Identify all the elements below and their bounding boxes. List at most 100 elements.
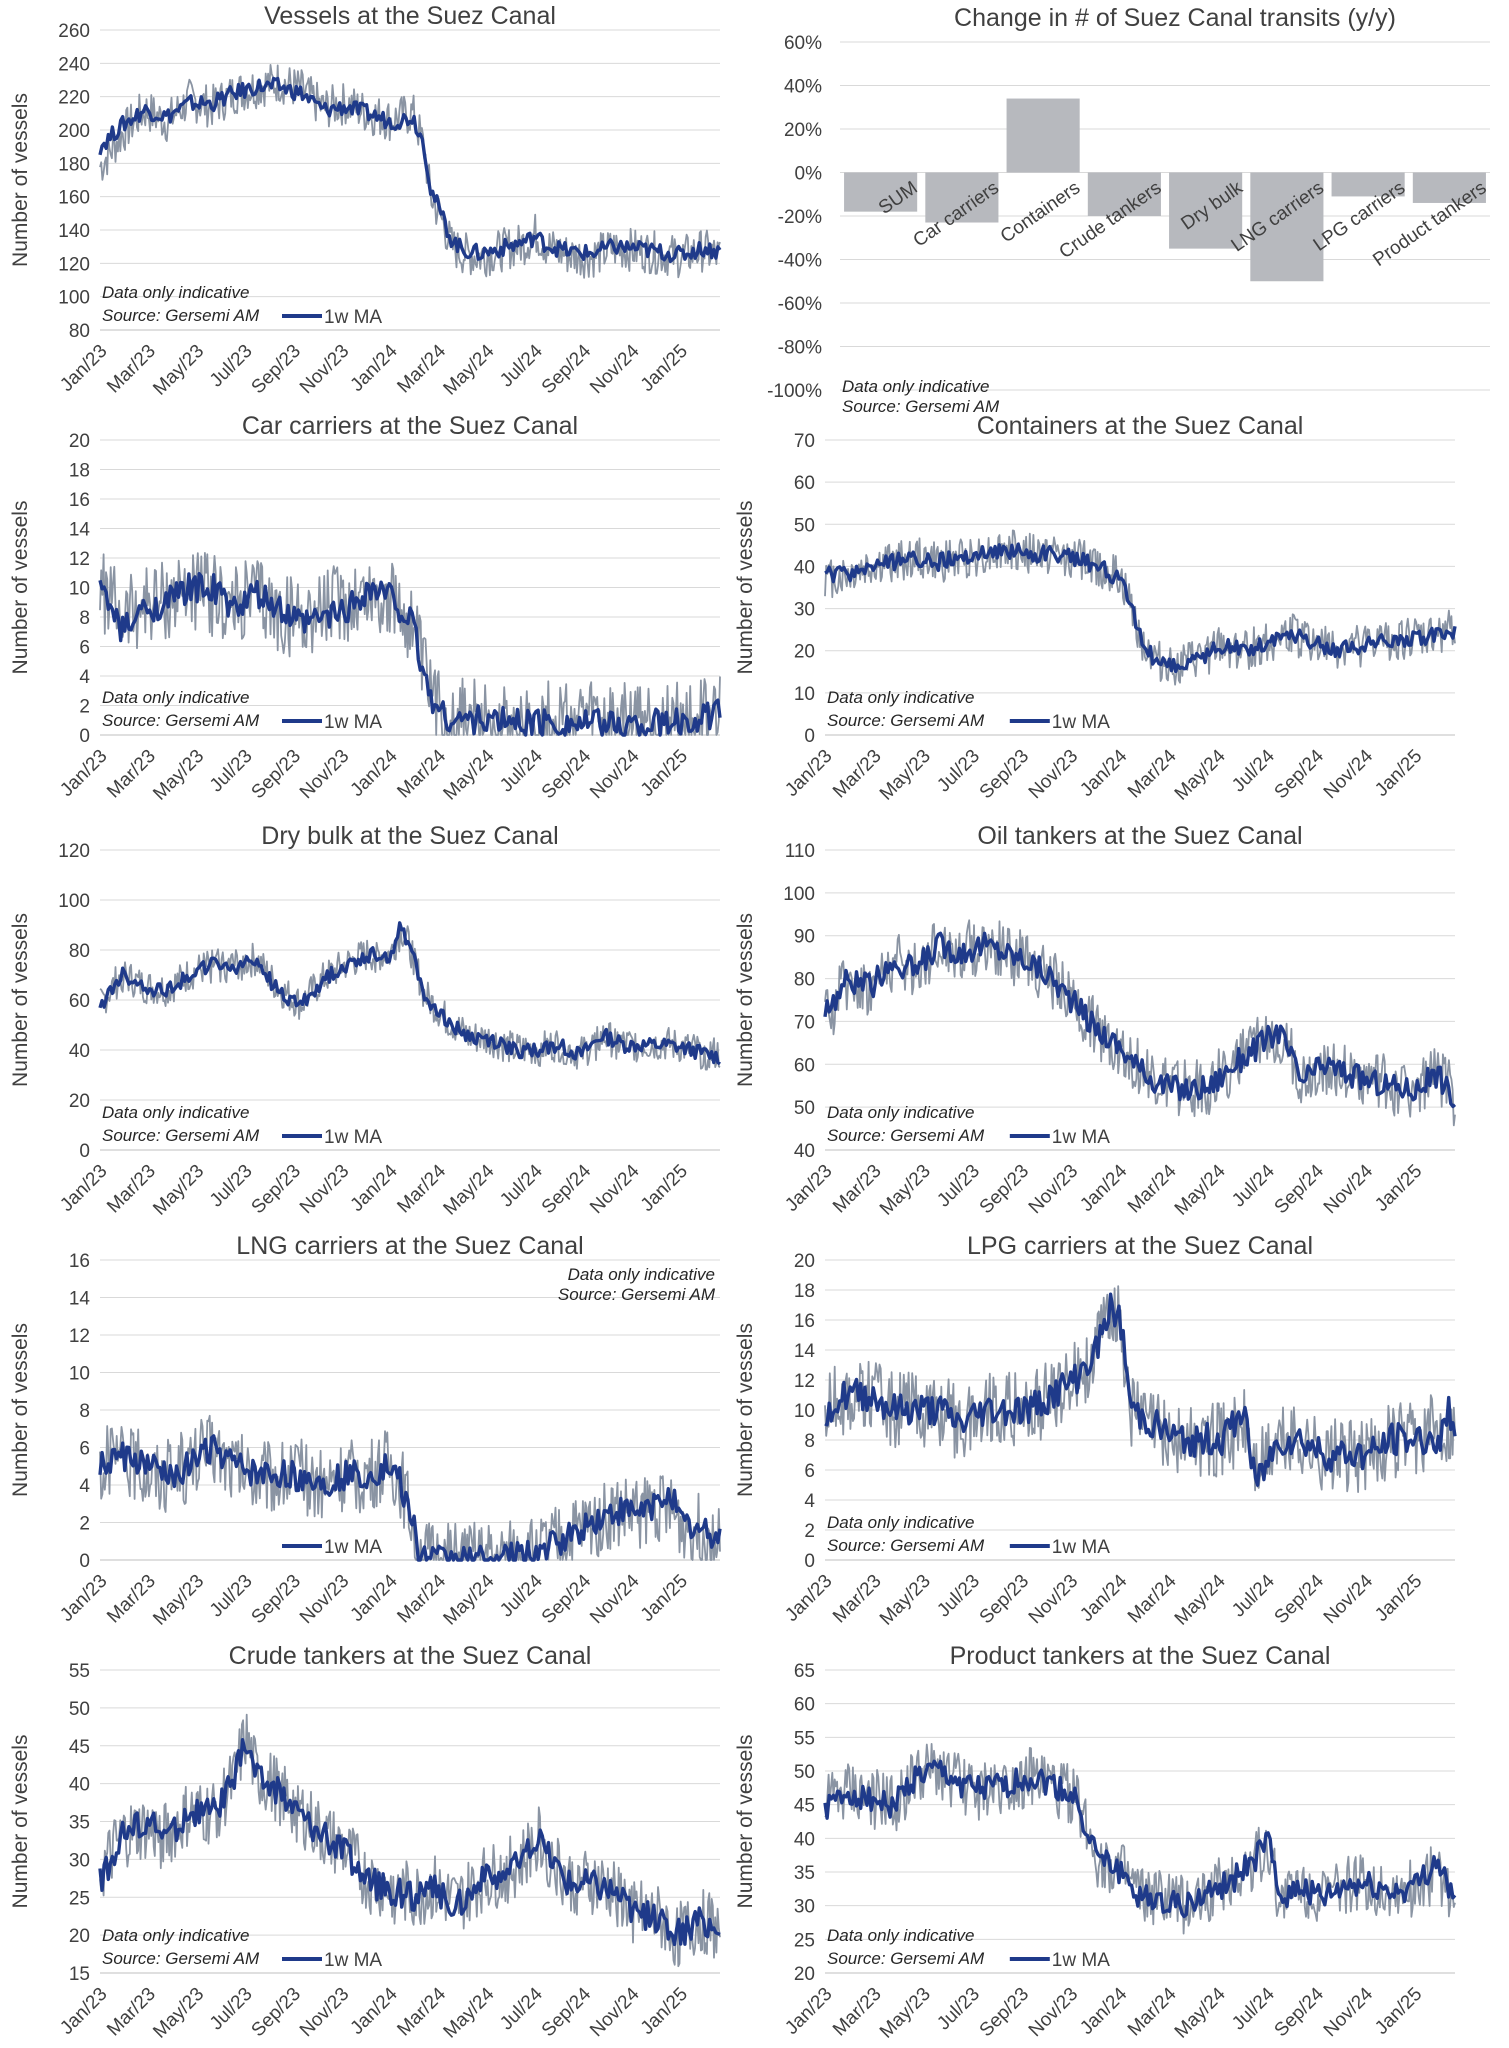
x-tick-label: May/23 <box>149 1161 208 1220</box>
series-line-daily <box>824 529 1456 686</box>
series-line-daily <box>824 1285 1456 1493</box>
x-tick-label: Mar/24 <box>1124 1983 1181 2040</box>
x-tick-label: Nov/23 <box>1025 746 1082 803</box>
y-tick-label: 70 <box>794 431 815 452</box>
legend-label: 1w MA <box>324 307 382 328</box>
y-tick-label: 4 <box>79 667 90 688</box>
x-tick-label: Mar/23 <box>829 746 886 803</box>
series-line-1w-ma <box>823 1759 1457 1919</box>
y-tick-label: 50 <box>794 1762 815 1783</box>
y-tick-label: 2 <box>79 697 90 718</box>
y-tick-label: -20% <box>778 207 822 228</box>
x-tick-label: Sep/24 <box>1271 1160 1329 1218</box>
x-tick-label: May/24 <box>1171 1570 1230 1629</box>
x-tick-label: Mar/23 <box>103 1571 160 1628</box>
x-tick-label: Jan/23 <box>56 1571 111 1626</box>
note-indicative: Data only indicative <box>568 1265 715 1284</box>
note-source: Source: Gersemi AM <box>827 1126 985 1145</box>
panel-oil: 40 50 60 70 80 90 100 110 Number of vessels Jan/2… <box>734 820 1460 1225</box>
x-tick-label: Nov/23 <box>1025 1984 1082 2041</box>
x-tick-label: Sep/23 <box>248 1984 305 2041</box>
y-tick-label: 60 <box>69 991 90 1012</box>
y-tick-label: 0 <box>804 1551 815 1572</box>
y-tick-label: -100% <box>767 381 822 402</box>
x-tick-label: Jan/23 <box>56 1161 111 1216</box>
note-indicative: Data only indicative <box>842 377 989 396</box>
y-axis-label: Number of vessels <box>9 1323 32 1497</box>
x-tick-label: Jan/25 <box>1371 1571 1426 1626</box>
y-tick-label: 40 <box>69 1775 90 1796</box>
y-tick-label: 70 <box>794 1012 815 1033</box>
y-tick-label: 55 <box>69 1661 90 1682</box>
y-tick-label: 0% <box>795 164 823 185</box>
x-tick-label: Jan/24 <box>1076 745 1131 800</box>
note-source: Source: Gersemi AM <box>842 397 1000 416</box>
x-tick-label: Mar/24 <box>1124 745 1181 802</box>
note-indicative: Data only indicative <box>102 688 249 707</box>
note-source: Source: Gersemi AM <box>102 1126 260 1145</box>
x-tick-label: Jan/25 <box>1371 1161 1426 1216</box>
series-line-1w-ma <box>823 931 1457 1109</box>
legend-label: 1w MA <box>324 1127 382 1148</box>
y-tick-label: 40 <box>794 1141 815 1162</box>
x-tick-label: Sep/24 <box>1271 1570 1329 1628</box>
y-tick-label: 35 <box>794 1863 815 1884</box>
y-tick-label: 60% <box>784 33 822 54</box>
x-tick-label: Mar/24 <box>1124 1160 1181 1217</box>
x-tick-label: Jan/24 <box>347 745 402 800</box>
x-tick-label: Sep/23 <box>248 341 305 398</box>
y-tick-label: 60 <box>794 1055 815 1076</box>
y-tick-label: 180 <box>58 154 90 175</box>
x-tick-label: Jan/24 <box>347 1983 402 2038</box>
legend-label: 1w MA <box>324 712 382 733</box>
x-tick-label: May/24 <box>440 1160 499 1219</box>
y-tick-label: 6 <box>804 1461 815 1482</box>
x-tick-label: Mar/23 <box>829 1571 886 1628</box>
series-line-daily <box>99 1414 721 1561</box>
x-tick-label: Sep/23 <box>248 1161 305 1218</box>
y-tick-label: 14 <box>69 520 91 541</box>
chart-svg: 0 2 4 6 8 10 12 14 16 18 20 Number of vessels Jan/23… <box>734 1232 1457 1630</box>
legend-label: 1w MA <box>324 1537 382 1558</box>
x-tick-label: May/23 <box>876 1571 935 1630</box>
legend-label: 1w MA <box>324 1950 382 1971</box>
x-tick-label: Sep/24 <box>538 745 596 803</box>
y-tick-label: 20 <box>794 1251 815 1272</box>
y-tick-label: 10 <box>794 684 815 705</box>
x-tick-label: May/23 <box>149 746 208 805</box>
note-indicative: Data only indicative <box>827 1103 974 1122</box>
y-axis-label: Number of vessels <box>734 1735 757 1909</box>
x-tick-label: Nov/23 <box>296 746 353 803</box>
y-tick-label: 12 <box>69 1326 90 1347</box>
series-line-daily <box>824 919 1456 1127</box>
panel-lpg: 0 2 4 6 8 10 12 14 16 18 20 Number of vessels Jan/23… <box>734 1230 1460 1635</box>
chart-title: Product tankers at the Suez Canal <box>950 1642 1331 1670</box>
x-tick-label: Mar/23 <box>103 746 160 803</box>
y-tick-label: 10 <box>794 1401 815 1422</box>
y-tick-label: 100 <box>783 884 815 905</box>
note-indicative: Data only indicative <box>102 283 249 302</box>
panel-change: -100% -80% -60% -40% -20% 0% 20% 40% 60% SUM Car c… <box>767 0 1500 416</box>
y-tick-label: -40% <box>778 251 822 272</box>
x-tick-label: Nov/23 <box>296 1161 353 1218</box>
x-tick-label: Jan/23 <box>781 1161 836 1216</box>
y-tick-label: 45 <box>794 1796 815 1817</box>
y-tick-label: 20 <box>69 1091 90 1112</box>
x-tick-label: Jan/24 <box>1076 1160 1131 1215</box>
bar <box>925 172 999 223</box>
x-tick-label: Mar/23 <box>103 1161 160 1218</box>
legend-label: 1w MA <box>1052 1537 1110 1558</box>
x-tick-label: Jan/25 <box>637 341 692 396</box>
y-tick-label: 45 <box>69 1737 90 1758</box>
x-tick-label: Mar/23 <box>829 1161 886 1218</box>
x-tick-label: Nov/24 <box>1320 745 1378 803</box>
y-tick-label: 25 <box>69 1888 90 1909</box>
y-tick-label: 8 <box>79 608 90 629</box>
note-source: Source: Gersemi AM <box>102 711 260 730</box>
x-tick-label: Sep/24 <box>538 1983 596 2041</box>
y-tick-label: -80% <box>778 338 822 359</box>
panel-car: 0 2 4 6 8 10 12 14 16 18 20 Number of vessels Jan/23… <box>9 410 725 810</box>
x-tick-label: Nov/24 <box>586 745 644 803</box>
